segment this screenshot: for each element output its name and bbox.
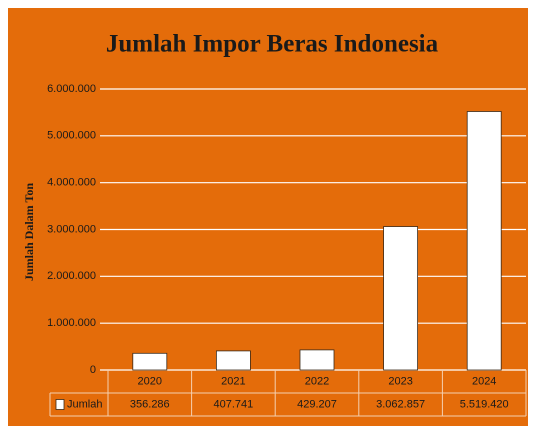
bar (466, 111, 502, 371)
legend-key (55, 399, 65, 410)
x-tick-label: 2024 (472, 375, 496, 387)
y-tick-label: 5.000.000 (47, 130, 96, 142)
legend-label: Jumlah (67, 398, 102, 410)
x-tick-label: 2021 (221, 375, 245, 387)
y-tick-label: 1.000.000 (47, 317, 96, 329)
x-tick-label: 2020 (138, 375, 162, 387)
bar (132, 352, 168, 371)
table-value: 5.519.420 (460, 398, 509, 410)
x-tick-label: 2023 (388, 375, 412, 387)
table-value: 407.741 (214, 398, 254, 410)
bar (383, 226, 419, 371)
table-value: 429.207 (297, 398, 337, 410)
x-tick-label: 2022 (305, 375, 329, 387)
y-tick-label: 6.000.000 (47, 83, 96, 95)
y-tick-label: 0 (90, 364, 96, 376)
table-value: 356.286 (130, 398, 170, 410)
chart-background (8, 8, 528, 426)
bar (299, 349, 335, 371)
chart-title: Jumlah Impor Beras Indonesia (106, 31, 439, 58)
y-axis-title: Jumlah Dalam Ton (22, 183, 36, 281)
y-tick-label: 2.000.000 (47, 270, 96, 282)
y-tick-label: 3.000.000 (47, 223, 96, 235)
bar (215, 350, 251, 371)
y-tick-label: 4.000.000 (47, 177, 96, 189)
table-value: 3.062.857 (376, 398, 425, 410)
